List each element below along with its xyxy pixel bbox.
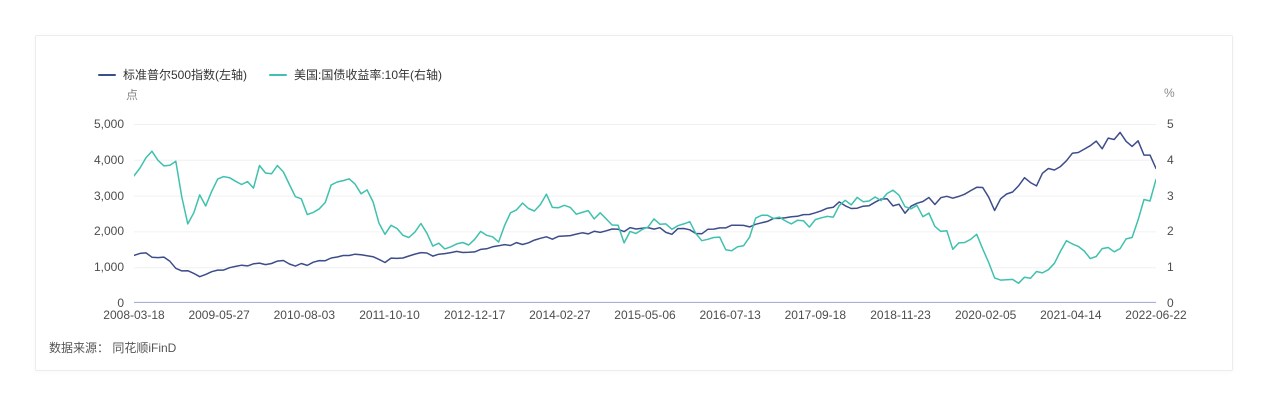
- legend-item-us10y[interactable]: 美国:国债收益率:10年(右轴): [269, 66, 442, 83]
- right-axis-tick-label: 1: [1167, 260, 1174, 275]
- x-axis-tick-label: 2022-06-22: [1125, 308, 1187, 322]
- right-axis-tick-label: 5: [1167, 117, 1174, 131]
- x-axis-tick-label: 2016-07-13: [699, 308, 761, 322]
- x-axis-tick-label: 2020-02-05: [954, 308, 1017, 322]
- x-axis-tick-label: 2012-12-17: [443, 308, 506, 322]
- x-axis-tick-label: 2018-11-23: [870, 308, 931, 322]
- left-axis-tick-label: 4,000: [93, 152, 124, 167]
- legend-label-us10y: 美国:国债收益率:10年(右轴): [294, 68, 443, 82]
- x-axis-tick-label: 2008-03-18: [103, 308, 165, 322]
- sp500-line-marker-icon: [98, 73, 116, 76]
- left-axis-tick-label: 0: [117, 296, 124, 310]
- right-axis-tick-label: 0: [1167, 296, 1174, 310]
- right-axis-tick-label: 3: [1167, 188, 1174, 203]
- chart-canvas[interactable]: [134, 124, 1156, 303]
- x-axis-tick-label: 2011-10-10: [359, 308, 420, 322]
- x-axis-tick-label: 2014-02-27: [529, 308, 591, 322]
- legend-item-sp500[interactable]: 标准普尔500指数(左轴): [98, 66, 247, 83]
- left-axis-tick-label: 3,000: [93, 188, 124, 203]
- left-axis-unit: 点: [126, 88, 139, 102]
- left-axis-tick-label: 1,000: [93, 260, 124, 275]
- chart-legend: 标准普尔500指数(左轴) 美国:国债收益率:10年(右轴): [98, 66, 464, 83]
- left-axis-tick-label: 5,000: [93, 117, 124, 131]
- x-axis-tick-label: 2009-05-27: [188, 308, 250, 322]
- us10y-line-marker-icon: [269, 73, 288, 76]
- x-axis-tick-label: 2015-05-06: [614, 308, 676, 322]
- right-axis-tick-label: 2: [1167, 224, 1174, 239]
- data-source-note: 数据来源： 同花顺iFinD: [49, 341, 177, 355]
- x-axis-tick-label: 2010-08-03: [273, 308, 336, 322]
- right-axis-tick-label: 4: [1167, 152, 1174, 167]
- chart-card: 标准普尔500指数(左轴) 美国:国债收益率:10年(右轴) 点 % 5,000…: [35, 35, 1233, 371]
- legend-label-sp500: 标准普尔500指数(左轴): [123, 68, 248, 82]
- x-axis-tick-label: 2017-09-18: [784, 308, 847, 322]
- chart-plot-area[interactable]: [134, 124, 1156, 303]
- left-axis-tick-label: 2,000: [93, 224, 124, 239]
- x-axis-tick-label: 2021-04-14: [1040, 308, 1102, 322]
- right-axis-unit: %: [1164, 86, 1175, 100]
